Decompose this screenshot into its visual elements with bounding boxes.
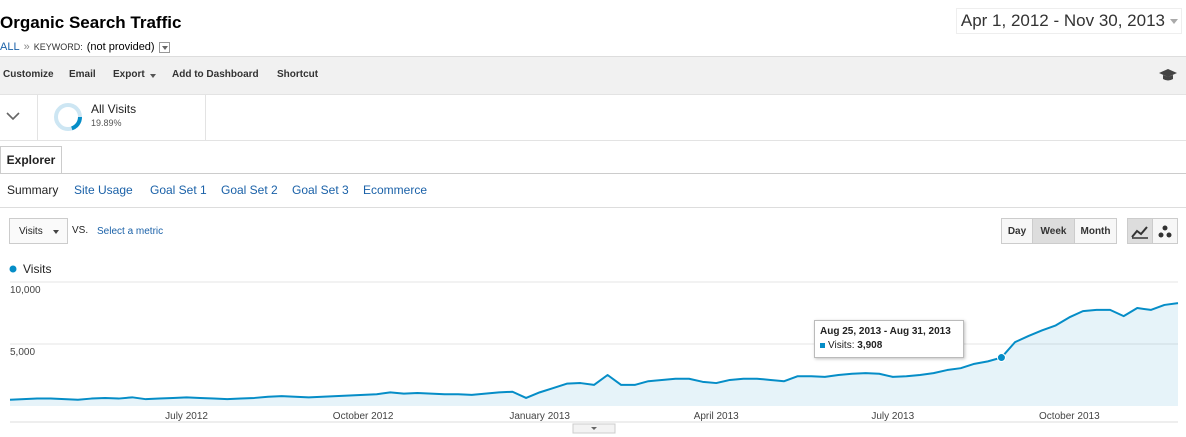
date-range: Apr 1, 2012 - Nov 30, 2013 — [960, 11, 1165, 30]
segment-row: All Visits 19.89% — [0, 94, 1186, 141]
x-tick-label: October 2013 — [1039, 411, 1100, 422]
breadcrumb-value: (not provided) — [86, 41, 155, 53]
legend-marker — [9, 265, 17, 273]
page-title: Organic Search Traffic — [0, 13, 182, 32]
dropdown-arrow — [150, 74, 156, 78]
hover-point — [996, 353, 1006, 363]
tooltip-value: 3,908 — [857, 340, 883, 351]
y-tick-label: 10,000 — [10, 285, 41, 296]
toolbar-button[interactable]: Email — [69, 69, 96, 80]
metric-dropdown[interactable]: Visits — [9, 218, 68, 244]
x-tick-label: July 2013 — [871, 411, 914, 422]
subtab[interactable]: Ecommerce — [363, 183, 428, 197]
subtab[interactable]: Goal Set 3 — [292, 183, 349, 197]
tooltip-metric: Visits: — [828, 340, 855, 351]
segment-donut — [54, 103, 82, 131]
subtab[interactable]: Goal Set 2 — [221, 183, 278, 197]
vs-label: VS. — [72, 225, 89, 236]
subtab-active[interactable]: Summary — [7, 183, 59, 197]
collapse-chevron[interactable] — [6, 111, 20, 121]
line — [9, 302, 1179, 401]
toolbar-button[interactable]: Export — [113, 69, 145, 80]
motion-chart-toggle[interactable] — [1152, 218, 1178, 244]
granularity-button[interactable]: Day — [1001, 218, 1033, 244]
x-tick-label: July 2012 — [165, 411, 208, 422]
area — [10, 303, 1178, 406]
segment-share: 19.89% — [91, 118, 122, 128]
granularity-button-selected[interactable]: Week — [1032, 218, 1075, 244]
y-tick-label: 5,000 — [10, 347, 35, 358]
tooltip-body: Visits: 3,908 — [820, 340, 882, 351]
donut-arc — [70, 116, 82, 131]
breadcrumb: ALL» KEYWORD: (not provided) — [0, 41, 174, 53]
metric-name: Visits — [19, 226, 43, 237]
subtab[interactable]: Goal Set 1 — [150, 183, 207, 197]
tab[interactable]: Explorer — [0, 146, 62, 174]
x-tick-label: October 2012 — [333, 411, 394, 422]
breadcrumb-dropdown[interactable] — [158, 41, 170, 53]
breadcrumb-link[interactable]: ALL — [0, 41, 20, 53]
breadcrumb-label: KEYWORD: — [33, 42, 83, 52]
select-metric[interactable]: Select a metric — [97, 226, 164, 237]
x-tick-label: January 2013 — [509, 411, 570, 422]
granularity-button[interactable]: Month — [1074, 218, 1117, 244]
toolbar-button[interactable]: Shortcut — [277, 69, 319, 80]
academy-icon[interactable] — [1158, 68, 1178, 82]
breadcrumb-separator: » — [23, 41, 30, 53]
segment-name: All Visits — [91, 102, 137, 116]
toolbar-button[interactable]: Add to Dashboard — [172, 69, 259, 80]
legend-label: Visits — [23, 262, 51, 276]
toolbar: Customize Email Export Add to Dashboard … — [0, 56, 1186, 95]
date-range-picker[interactable]: Apr 1, 2012 - Nov 30, 2013 — [955, 8, 1182, 34]
tooltip-title: Aug 25, 2013 - Aug 31, 2013 — [820, 326, 951, 337]
chart-tooltip: Aug 25, 2013 - Aug 31, 2013 Visits: 3,90… — [814, 320, 964, 358]
subtab[interactable]: Site Usage — [74, 183, 133, 197]
toolbar-button[interactable]: Customize — [3, 69, 54, 80]
x-tick-label: April 2013 — [694, 411, 739, 422]
